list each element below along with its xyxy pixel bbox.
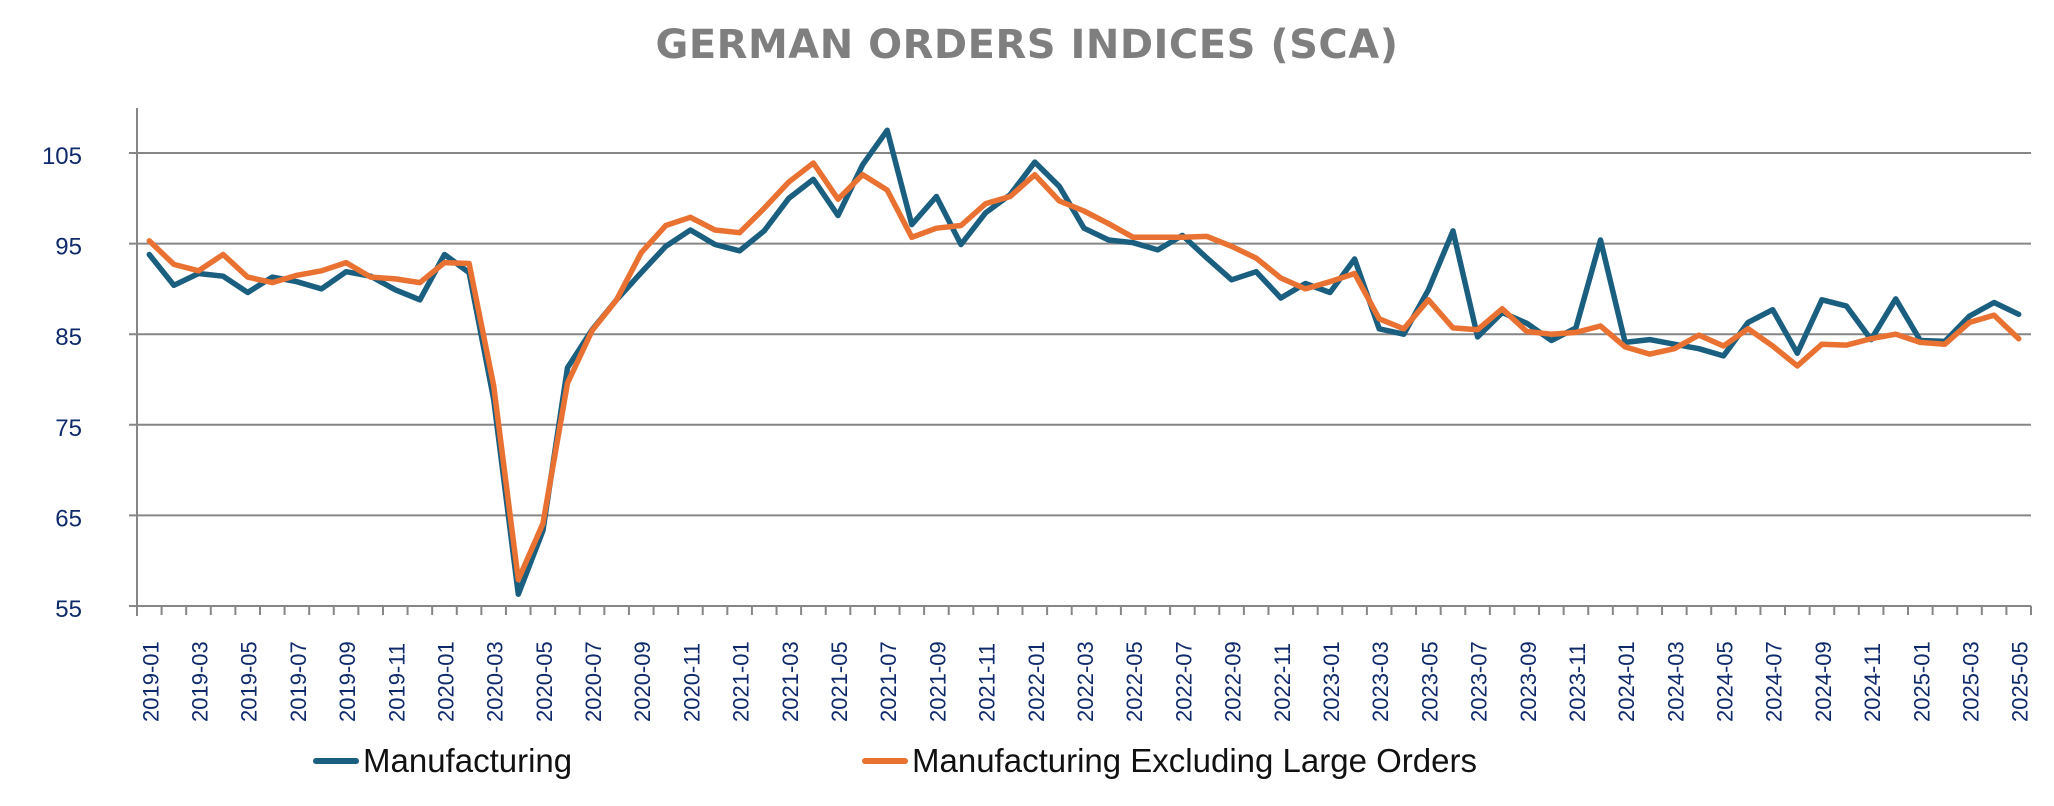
x-tick-label: 2024-07 xyxy=(1762,641,1787,722)
x-tick-label: 2019-03 xyxy=(187,641,212,722)
y-tick-label: 65 xyxy=(55,505,82,532)
series-line-manufacturing xyxy=(146,127,2022,597)
chart-title: GERMAN ORDERS INDICES (SCA) xyxy=(655,22,1399,68)
legend-label-manufacturing: Manufacturing xyxy=(363,742,573,779)
x-tick-label: 2019-01 xyxy=(138,641,163,722)
x-tick-label: 2021-01 xyxy=(729,641,754,722)
legend-item-manufacturing: Manufacturing xyxy=(313,742,572,780)
x-tick-label: 2020-07 xyxy=(581,641,606,722)
x-tick-label: 2020-09 xyxy=(630,641,655,722)
legend-swatch-manufacturing xyxy=(313,758,359,764)
x-tick-label: 2021-05 xyxy=(827,641,852,722)
x-tick-label: 2021-09 xyxy=(925,641,950,722)
x-tick-label: 2021-11 xyxy=(975,643,1000,722)
y-tick-label: 85 xyxy=(55,324,82,351)
x-tick-label: 2025-03 xyxy=(1959,641,1984,722)
x-tick-label: 2024-11 xyxy=(1860,643,1885,722)
x-tick-label: 2022-05 xyxy=(1122,641,1147,722)
x-tick-label: 2019-09 xyxy=(335,641,360,722)
x-tick-label: 2024-03 xyxy=(1663,641,1688,722)
x-tick-label: 2025-05 xyxy=(2008,641,2033,722)
x-tick-label: 2024-01 xyxy=(1614,641,1639,722)
y-tick-label: 105 xyxy=(42,143,82,170)
x-tick-label: 2022-11 xyxy=(1270,643,1295,722)
x-tick-label: 2020-11 xyxy=(679,643,704,722)
x-tick-label: 2024-05 xyxy=(1713,641,1738,722)
x-tick-label: 2023-03 xyxy=(1368,641,1393,722)
legend-item-excluding-large-orders: Manufacturing Excluding Large Orders xyxy=(862,742,1477,780)
x-tick-label: 2022-07 xyxy=(1171,641,1196,722)
x-tick-label: 2022-01 xyxy=(1024,641,1049,722)
x-tick-label: 2020-05 xyxy=(532,641,557,722)
x-tick-label: 2021-03 xyxy=(778,641,803,722)
x-tick-label: 2021-07 xyxy=(876,641,901,722)
x-tick-label: 2023-01 xyxy=(1319,641,1344,722)
x-tick-label: 2022-03 xyxy=(1073,641,1098,722)
x-tick-label: 2023-07 xyxy=(1467,641,1492,722)
y-tick-label: 55 xyxy=(55,596,82,623)
x-tick-label: 2023-05 xyxy=(1417,641,1442,722)
x-tick-label: 2025-01 xyxy=(1909,641,1934,722)
x-tick-label: 2024-09 xyxy=(1811,641,1836,722)
x-tick-label: 2020-01 xyxy=(433,641,458,722)
legend-swatch-excluding-large-orders xyxy=(862,758,908,764)
legend-label-excluding-large-orders: Manufacturing Excluding Large Orders xyxy=(912,742,1477,779)
x-tick-label: 2020-03 xyxy=(483,641,508,722)
y-tick-label: 95 xyxy=(55,234,82,261)
x-tick-label: 2023-09 xyxy=(1516,641,1541,722)
x-tick-label: 2022-09 xyxy=(1221,641,1246,722)
x-tick-label: 2019-05 xyxy=(237,641,262,722)
x-tick-label: 2023-11 xyxy=(1565,643,1590,722)
x-tick-label: 2019-11 xyxy=(384,643,409,722)
x-tick-label: 2019-07 xyxy=(286,641,311,722)
y-tick-label: 75 xyxy=(55,415,82,442)
